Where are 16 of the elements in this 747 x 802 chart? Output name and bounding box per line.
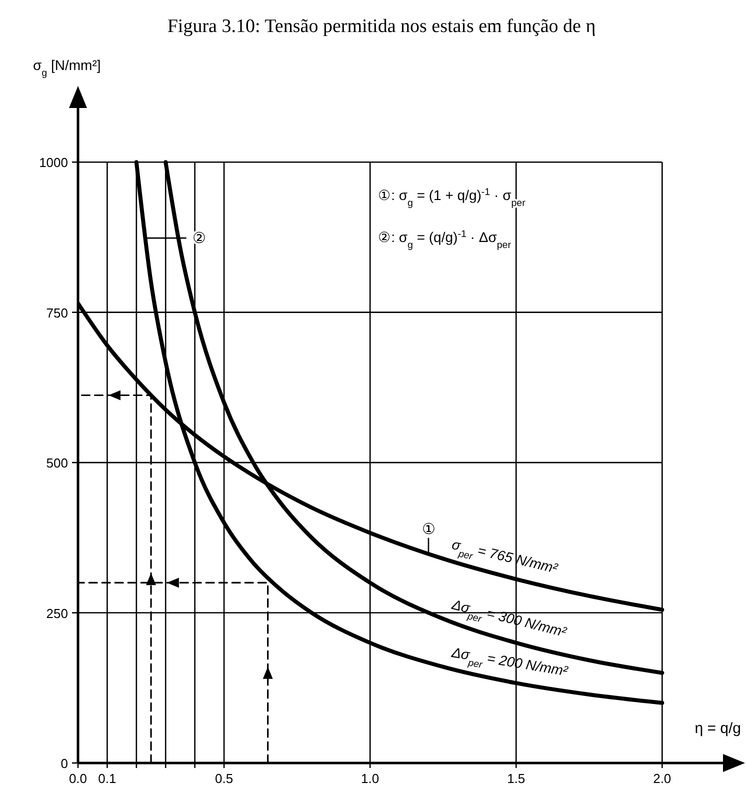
x-tick-label: 0.1 [98,771,116,786]
x-tick-label: 0.0 [68,771,88,786]
x-tick-label: 0.5 [214,771,234,786]
x-tick-label: 1.5 [507,771,526,786]
x-tick-label: 2.0 [653,771,672,786]
y-tick-label: 0 [60,756,68,771]
chart-title: Figura 3.10: Tensão permitida nos estais em função de η [167,16,596,37]
y-tick-label: 250 [46,606,68,621]
y-tick-label: 1000 [39,155,68,170]
y-tick-label: 750 [46,305,68,320]
x-axis-title: η = q/g [694,720,741,737]
y-tick-label: 500 [46,456,68,471]
annotation: ① [422,520,435,538]
y-axis-title: σ$_{g}$ [N/mm²] [33,57,101,78]
x-tick-label: 1.0 [361,771,380,786]
annotation: ②: σ$_{g}$ = (q/g)$^{-1}$ · Δσ$_{per}$ [378,228,512,251]
